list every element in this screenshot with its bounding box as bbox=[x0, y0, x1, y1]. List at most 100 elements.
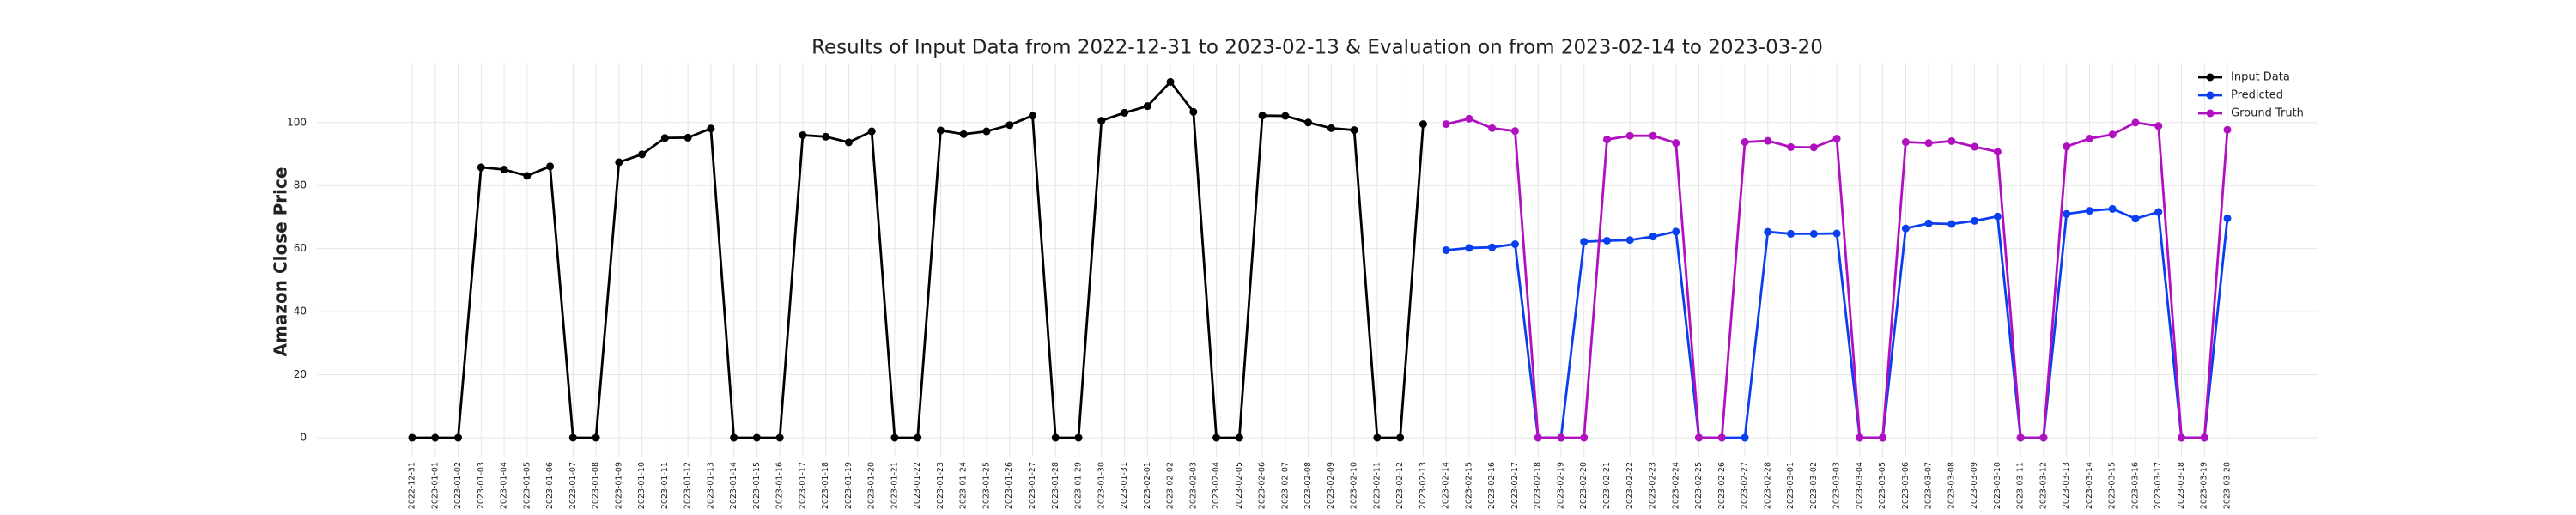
data-point bbox=[1649, 131, 1657, 140]
x-tick-label: 2023-01-31 bbox=[1120, 462, 1129, 509]
data-point bbox=[799, 130, 807, 139]
data-point bbox=[2177, 433, 2185, 442]
x-tick-label: 2023-03-13 bbox=[2062, 462, 2071, 509]
data-point bbox=[2039, 433, 2048, 442]
x-tick-label: 2023-01-24 bbox=[959, 462, 969, 509]
data-point bbox=[1419, 120, 1427, 129]
data-point bbox=[2223, 214, 2232, 222]
data-point bbox=[1097, 117, 1106, 125]
data-point bbox=[2131, 118, 2140, 127]
data-point bbox=[500, 165, 508, 173]
data-point bbox=[1602, 136, 1611, 144]
x-tick-label: 2023-02-01 bbox=[1143, 462, 1152, 509]
data-point bbox=[1672, 227, 1680, 236]
data-point bbox=[1327, 124, 1335, 132]
data-point bbox=[936, 126, 945, 135]
x-tick-label: 2023-01-01 bbox=[430, 462, 440, 509]
x-tick-label: 2023-01-16 bbox=[775, 462, 785, 509]
x-tick-label: 2023-01-06 bbox=[545, 462, 555, 509]
x-tick-label: 2023-01-26 bbox=[1005, 462, 1014, 509]
data-point bbox=[1764, 136, 1772, 145]
data-point bbox=[1281, 112, 1290, 120]
data-point bbox=[1947, 220, 1956, 228]
x-tick-label: 2023-03-10 bbox=[1993, 462, 2002, 509]
data-point bbox=[1166, 77, 1175, 86]
legend-label: Input Data bbox=[2231, 71, 2290, 84]
y-tick-label: 80 bbox=[294, 179, 307, 191]
x-tick-label: 2023-01-08 bbox=[592, 462, 601, 509]
data-point bbox=[1510, 127, 1519, 136]
data-point bbox=[1672, 139, 1680, 148]
x-tick-label: 2023-02-26 bbox=[1717, 462, 1727, 509]
x-tick-label: 2023-01-14 bbox=[729, 462, 738, 509]
x-tick-label: 2023-03-12 bbox=[2038, 462, 2048, 509]
data-point bbox=[2131, 215, 2140, 223]
data-point bbox=[1465, 244, 1473, 252]
x-tick-label: 2023-03-15 bbox=[2108, 462, 2117, 509]
data-point bbox=[523, 172, 532, 180]
y-tick-label: 0 bbox=[300, 431, 307, 443]
x-tick-label: 2023-01-28 bbox=[1051, 462, 1060, 509]
x-tick-label: 2023-02-02 bbox=[1166, 462, 1176, 509]
x-tick-label: 2023-01-13 bbox=[706, 462, 715, 509]
data-point bbox=[890, 433, 899, 442]
x-tick-label: 2023-03-05 bbox=[1878, 462, 1887, 509]
y-tick-label: 40 bbox=[294, 306, 307, 318]
x-tick-label: 2023-01-23 bbox=[936, 462, 945, 509]
legend-marker bbox=[2206, 91, 2215, 100]
data-point bbox=[1625, 236, 1634, 245]
data-point bbox=[1465, 114, 1473, 123]
x-tick-label: 2023-01-30 bbox=[1097, 462, 1106, 509]
data-point bbox=[1258, 112, 1267, 120]
data-point bbox=[1649, 233, 1657, 241]
data-point bbox=[775, 433, 784, 442]
data-point bbox=[2108, 130, 2117, 139]
x-tick-label: 2023-01-10 bbox=[637, 462, 647, 509]
y-tick-label: 100 bbox=[287, 116, 307, 128]
data-point bbox=[1510, 240, 1519, 249]
data-point bbox=[592, 433, 600, 442]
data-point bbox=[1787, 229, 1795, 238]
x-tick-label: 2023-02-17 bbox=[1510, 462, 1520, 509]
data-point bbox=[1442, 120, 1450, 129]
x-tick-label: 2023-02-28 bbox=[1763, 462, 1772, 509]
data-point bbox=[982, 127, 991, 136]
x-tick-label: 2023-02-05 bbox=[1235, 462, 1244, 509]
data-point bbox=[1625, 131, 1634, 140]
data-point bbox=[914, 433, 922, 442]
data-point bbox=[1809, 143, 1818, 152]
x-tick-label: 2023-02-04 bbox=[1212, 462, 1221, 509]
x-tick-label: 2023-03-16 bbox=[2130, 462, 2140, 509]
x-tick-label: 2023-02-18 bbox=[1534, 462, 1543, 509]
x-tick-label: 2023-01-21 bbox=[890, 462, 899, 509]
x-tick-label: 2023-01-18 bbox=[821, 462, 830, 509]
data-point bbox=[1488, 243, 1497, 251]
data-point bbox=[431, 433, 440, 442]
data-point bbox=[660, 134, 669, 142]
x-tick-label: 2023-03-03 bbox=[1832, 462, 1842, 509]
data-point bbox=[1580, 238, 1589, 246]
x-tick-label: 2023-01-02 bbox=[453, 462, 463, 509]
data-point bbox=[1879, 433, 1887, 442]
data-point bbox=[1993, 212, 2002, 221]
data-point bbox=[1396, 433, 1405, 442]
data-point bbox=[1580, 433, 1589, 442]
x-tick-label: 2023-02-25 bbox=[1694, 462, 1704, 509]
x-tick-label: 2023-03-09 bbox=[1970, 462, 1979, 509]
data-point bbox=[1901, 138, 1910, 147]
legend-marker bbox=[2206, 73, 2215, 82]
x-tick-label: 2023-02-20 bbox=[1579, 462, 1589, 509]
x-tick-label: 2023-02-14 bbox=[1442, 462, 1451, 509]
x-tick-label: 2023-01-12 bbox=[683, 462, 693, 509]
data-point bbox=[2016, 433, 2025, 442]
y-tick-label: 60 bbox=[294, 242, 307, 254]
x-tick-label: 2023-03-18 bbox=[2177, 462, 2186, 509]
data-point bbox=[568, 433, 577, 442]
x-tick-label: 2023-01-29 bbox=[1074, 462, 1084, 509]
data-point bbox=[1029, 112, 1037, 120]
x-tick-label: 2023-03-11 bbox=[2016, 462, 2026, 509]
x-tick-label: 2023-01-22 bbox=[913, 462, 922, 509]
data-point bbox=[1534, 433, 1542, 442]
x-tick-label: 2023-02-11 bbox=[1372, 462, 1382, 509]
x-tick-label: 2023-02-24 bbox=[1671, 462, 1680, 509]
